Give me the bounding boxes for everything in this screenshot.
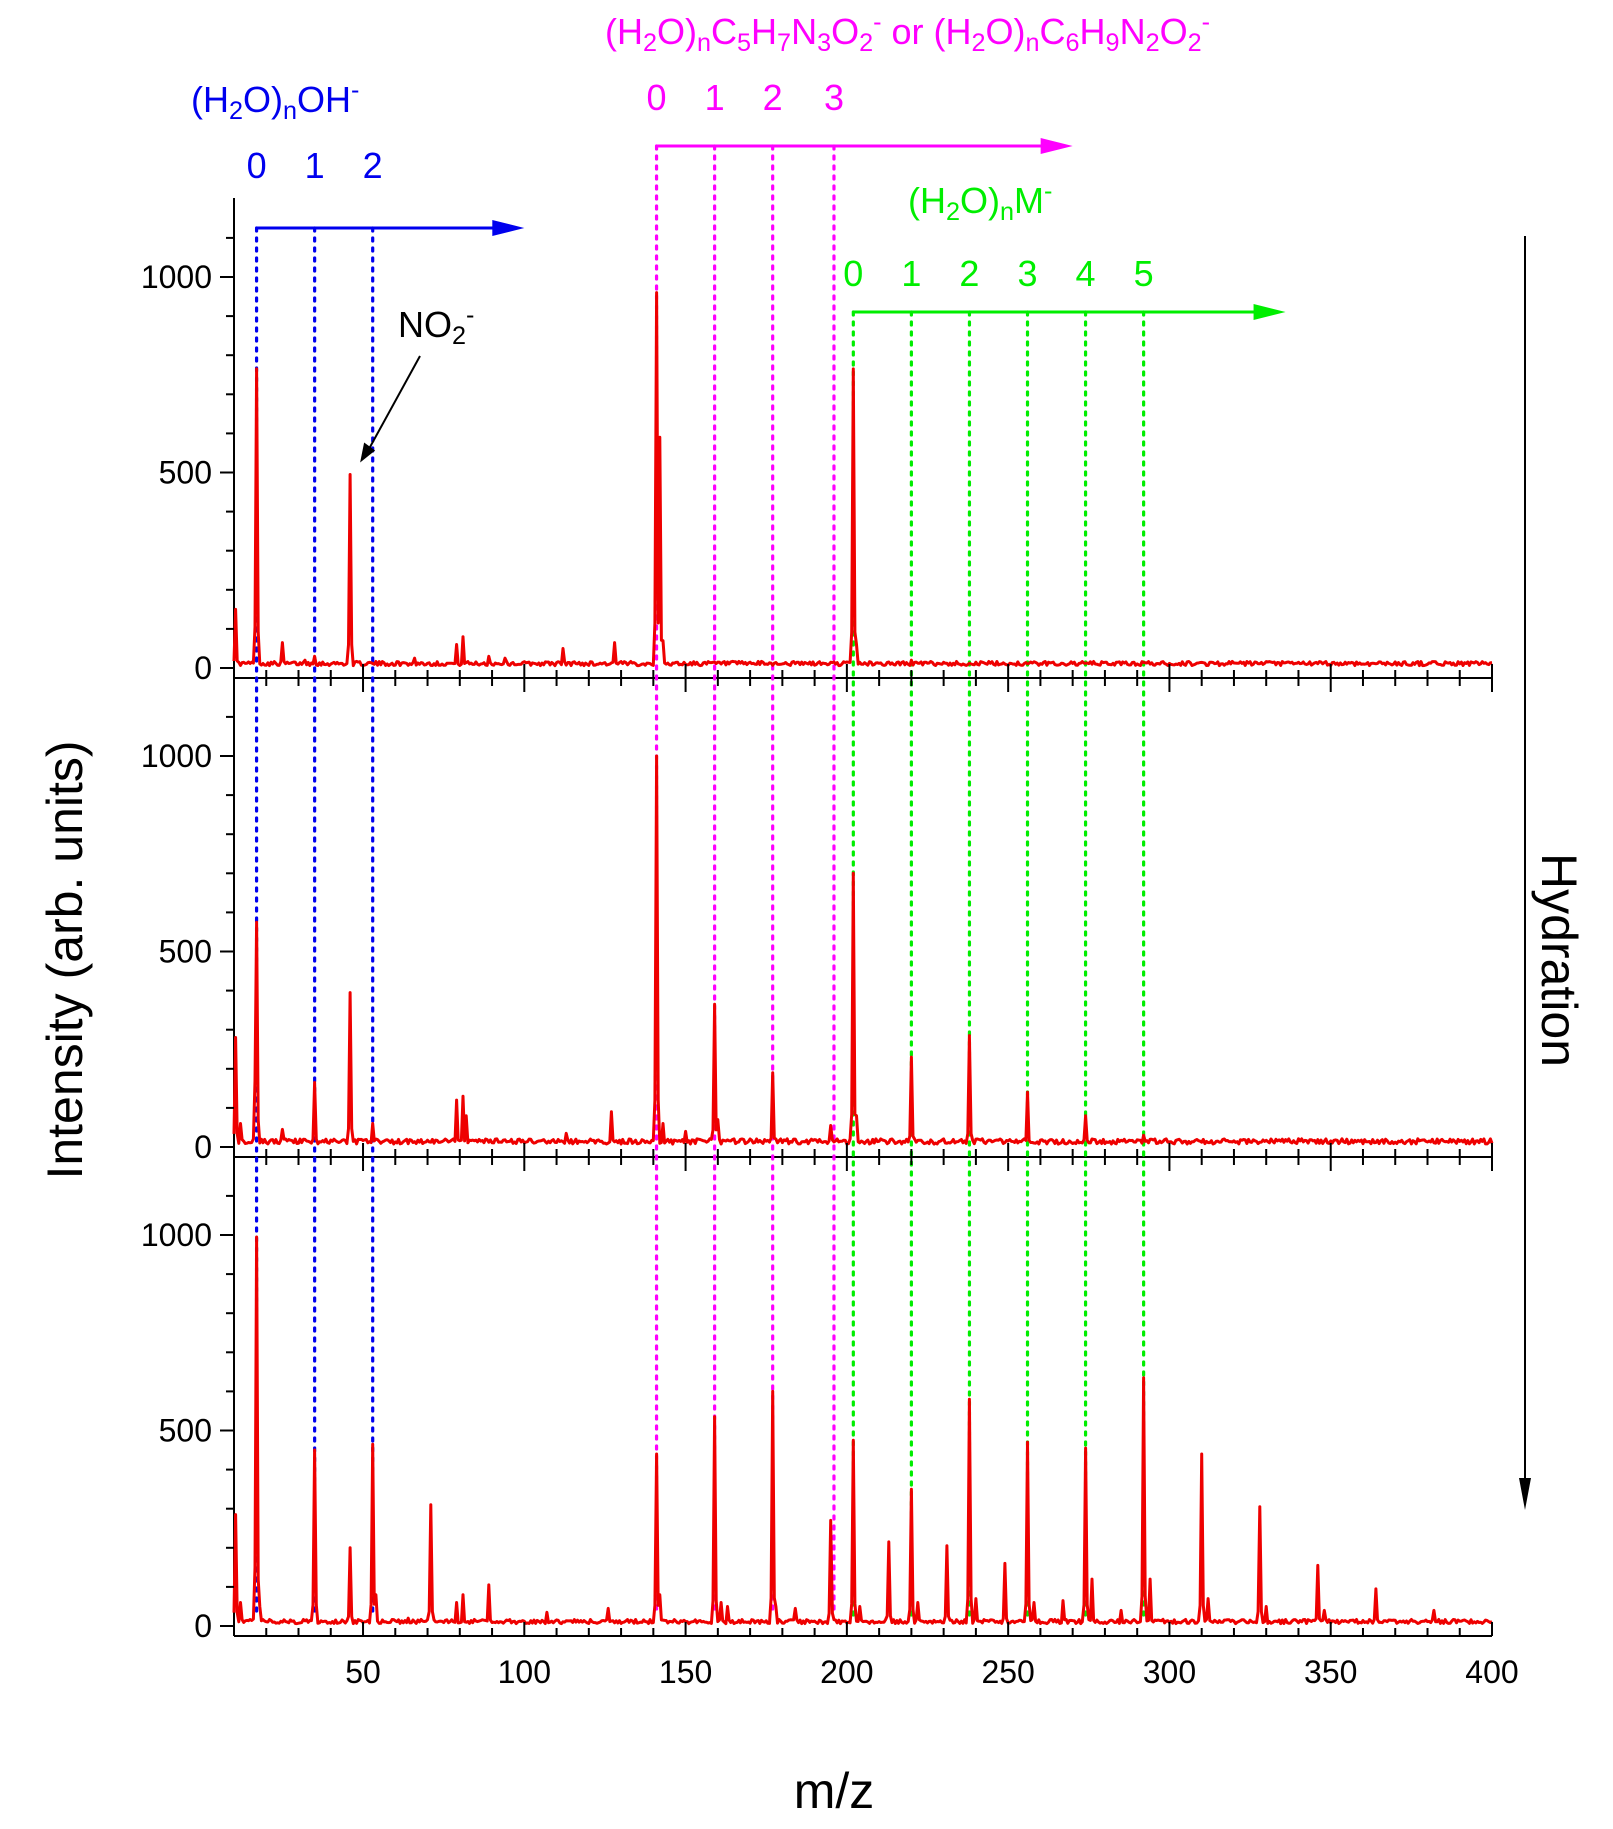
series-index-m-2: 2 (959, 253, 979, 294)
hydration-arrow-head (1519, 1478, 1531, 1510)
series-index-m-0: 0 (843, 253, 863, 294)
series-arrow-head-oh (492, 220, 525, 236)
y-tick-label-p3-500: 500 (159, 1413, 212, 1449)
y-tick-label-p1-1000: 1000 (141, 259, 212, 295)
axes: 50 100 150 200 250 300 350 40005001000050010000… (141, 236, 1519, 1690)
x-tick-label-250: 250 (981, 1654, 1034, 1690)
y-tick-label-p2-0: 0 (194, 1129, 212, 1165)
x-tick-label-150: 150 (659, 1654, 712, 1690)
series-arrow-head-m (1253, 304, 1286, 320)
series-index-m-1: 1 (901, 253, 921, 294)
series-label-m: (H2O)nM- (908, 177, 1052, 226)
x-axis-title: m/z (794, 1763, 875, 1819)
series-label-c5: (H2O)nC5H7N3O2- or (H2O)nC6H9N2O2- (605, 8, 1210, 57)
spectra (232, 291, 1494, 1626)
y-tick-label-p2-500: 500 (159, 934, 212, 970)
panel-frames (233, 198, 1492, 1637)
hydration-arrow (1519, 236, 1531, 1510)
y-tick-label-p1-500: 500 (159, 455, 212, 491)
series-index-m-5: 5 (1134, 253, 1154, 294)
x-tick-label-400: 400 (1465, 1654, 1518, 1690)
series-labels: (H2O)nOH-0 1 2(H2O)nC5H7N3O2- or (H2O)nC6H… (191, 8, 1286, 463)
series-index-m-3: 3 (1017, 253, 1037, 294)
series-index-c5-3: 3 (824, 77, 844, 118)
y-tick-label-p2-1000: 1000 (141, 738, 212, 774)
y-axis-title: Intensity (arb. units) (37, 740, 93, 1179)
spectrum-panel-middle (232, 754, 1494, 1146)
annotation-no2: NO2- (398, 301, 474, 350)
series-index-m-4: 4 (1076, 253, 1096, 294)
series-index-oh-1: 1 (305, 145, 325, 186)
x-tick-label-300: 300 (1143, 1654, 1196, 1690)
annotation-arrow-head (360, 442, 376, 463)
y-tick-label-p3-0: 0 (194, 1608, 212, 1644)
spectrum-panel-bottom (232, 1235, 1493, 1626)
guide-lines (254, 144, 1146, 1618)
spectrum-panel-top (232, 291, 1493, 668)
x-tick-label-50: 50 (345, 1654, 381, 1690)
series-arrow-head-c5 (1040, 138, 1073, 154)
x-tick-label-200: 200 (820, 1654, 873, 1690)
series-index-oh-0: 0 (247, 145, 267, 186)
series-index-c5-2: 2 (763, 77, 783, 118)
series-index-c5-1: 1 (705, 77, 725, 118)
series-label-oh: (H2O)nOH- (191, 76, 359, 125)
hydration-label: Hydration (1531, 853, 1587, 1067)
annotation-arrow-line (367, 355, 421, 451)
y-tick-label-p1-0: 0 (194, 650, 212, 686)
series-index-c5-0: 0 (647, 77, 667, 118)
y-tick-label-p3-1000: 1000 (141, 1217, 212, 1253)
x-tick-label-350: 350 (1304, 1654, 1357, 1690)
series-index-oh-2: 2 (363, 145, 383, 186)
x-tick-label-100: 100 (498, 1654, 551, 1690)
